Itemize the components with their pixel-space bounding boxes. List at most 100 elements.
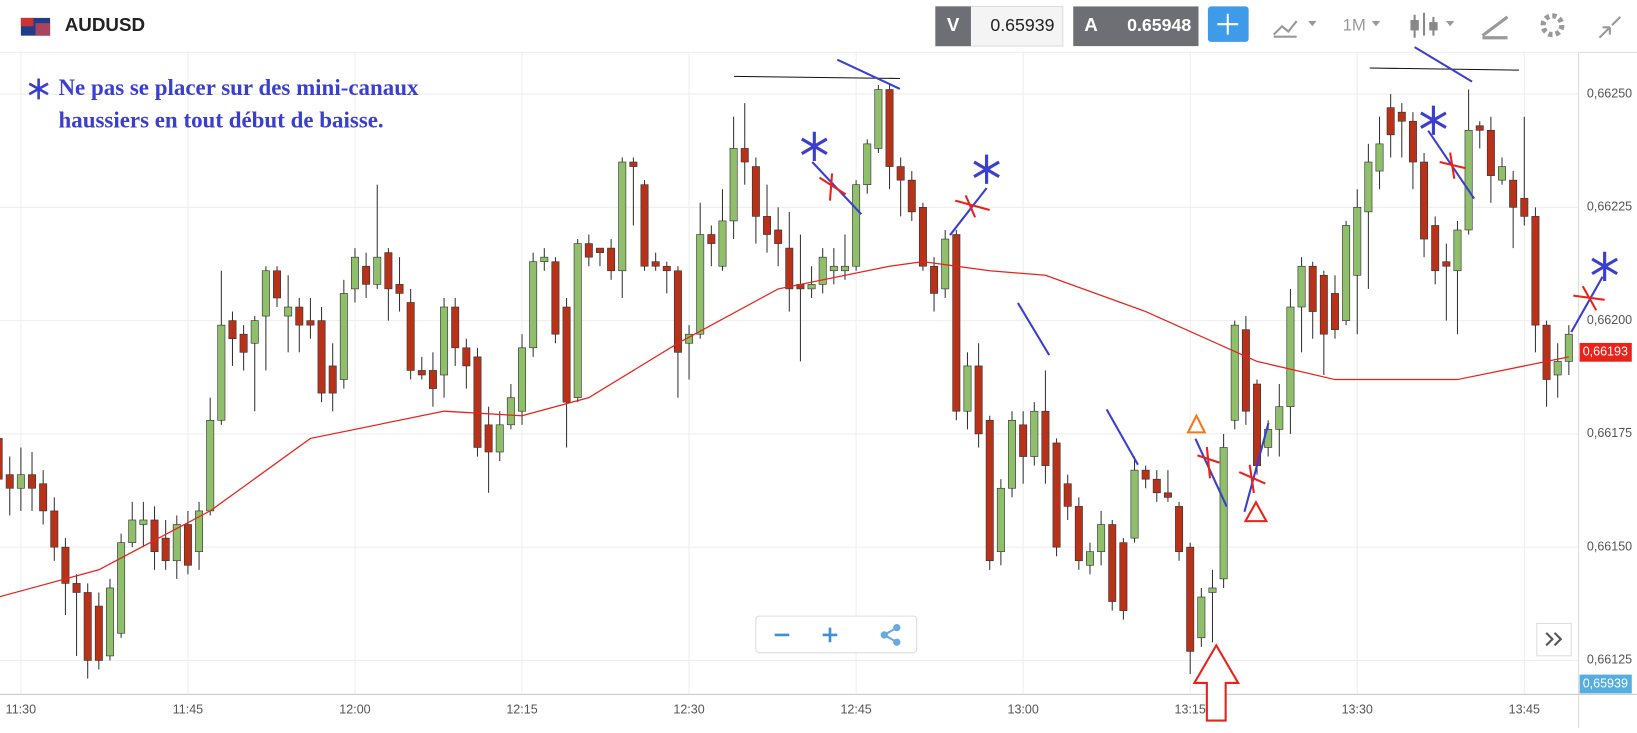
candle-body xyxy=(1030,410,1039,457)
candle-body xyxy=(1498,166,1506,181)
candle-body xyxy=(1097,524,1106,553)
candle-body xyxy=(863,143,872,185)
candle-body xyxy=(930,265,939,294)
candle-body xyxy=(195,510,204,553)
triangle-mark xyxy=(1243,500,1269,523)
candle-body xyxy=(406,302,415,371)
collapse-icon[interactable] xyxy=(1598,16,1622,39)
y-tick-label: 0,66250 xyxy=(1587,86,1632,100)
candle-body xyxy=(885,89,894,167)
candle-body xyxy=(217,324,226,421)
annotation-line: haussiers en tout début de baisse. xyxy=(58,108,383,133)
ask-price: 0.65948 xyxy=(1127,15,1191,35)
annotation: Ne pas se placer sur des mini-canaux hau… xyxy=(58,75,419,132)
candle-body xyxy=(1241,329,1250,412)
candle-body xyxy=(729,148,738,222)
draw-icon[interactable] xyxy=(1481,15,1509,40)
candle-body xyxy=(417,370,426,376)
toolbar: AUDUSD V 0.65939 A 0.65948 1M xyxy=(0,0,1637,53)
candle-body xyxy=(1553,361,1562,376)
x-tick-label: 12:00 xyxy=(339,702,370,716)
candle-body xyxy=(818,256,827,285)
candle-body xyxy=(250,320,259,344)
annotation-line: Ne pas se placer sur des mini-canaux xyxy=(58,75,419,100)
toolbar-bg xyxy=(0,0,1637,53)
candle-body xyxy=(39,483,48,512)
candle-body xyxy=(1386,107,1395,136)
bid-tag: V xyxy=(947,14,960,35)
candle-body xyxy=(1375,143,1384,172)
indicator-icon[interactable] xyxy=(1272,20,1298,38)
x-tick-label: 12:15 xyxy=(506,702,537,716)
moving-average xyxy=(0,261,1569,598)
drawings xyxy=(28,46,1618,722)
dropdown xyxy=(1445,21,1455,27)
candle-body xyxy=(150,519,159,553)
scroll-right[interactable] xyxy=(1536,622,1572,657)
candle-body xyxy=(1052,442,1061,548)
last-price-tag xyxy=(1579,342,1632,362)
candle-body xyxy=(1219,447,1228,580)
candle-body xyxy=(440,306,449,376)
candle-body xyxy=(907,179,916,213)
zoom-in[interactable] xyxy=(822,627,838,643)
candle-body xyxy=(1008,419,1016,489)
candle-body xyxy=(551,261,560,335)
candle-body xyxy=(629,161,638,167)
x-tick-label: 11:45 xyxy=(173,702,203,716)
y-tick-label: 0,66225 xyxy=(1587,200,1632,214)
candle-body xyxy=(161,537,170,562)
candle-body xyxy=(362,265,371,285)
candle-body xyxy=(1442,261,1451,267)
candle-body xyxy=(952,234,961,412)
bid-tag-bg xyxy=(935,6,971,47)
candle-body xyxy=(83,592,92,661)
candle-body xyxy=(874,89,883,149)
candle-body xyxy=(996,487,1005,553)
candle-body xyxy=(128,519,137,543)
candle-body xyxy=(172,524,181,562)
x-tick-label: 13:45 xyxy=(1509,702,1540,716)
candle-body xyxy=(1175,506,1184,553)
candle-body xyxy=(918,207,927,267)
candle-body xyxy=(1475,125,1484,131)
timeframe[interactable]: 1M xyxy=(1343,16,1366,35)
candle-body xyxy=(0,438,3,480)
candle-body xyxy=(506,397,515,426)
candle-body xyxy=(562,306,571,403)
candle-body xyxy=(1286,306,1295,408)
candle-body xyxy=(1342,225,1351,321)
plot: 0,66125 0,66150 0,66175 0,66200 0,66225 0,662… xyxy=(0,52,1637,728)
share-button[interactable] xyxy=(880,623,901,646)
settings-icon[interactable] xyxy=(1540,13,1565,38)
candle-body xyxy=(774,229,783,244)
bid-label: 0,65939 xyxy=(1583,676,1628,690)
candle-body xyxy=(852,184,861,267)
candle-body xyxy=(1520,197,1529,217)
candle-body xyxy=(1420,161,1429,240)
candle-body xyxy=(16,474,25,489)
dropdown xyxy=(1308,21,1317,27)
candle-body xyxy=(1230,324,1239,421)
x-tick-label: 12:30 xyxy=(673,702,704,716)
candle-body xyxy=(1119,542,1128,611)
arrow-mark xyxy=(1192,643,1241,722)
last-price-label: 0,66193 xyxy=(1583,345,1628,359)
candle-body xyxy=(451,306,460,349)
x-tick-label: 13:15 xyxy=(1175,702,1206,716)
candle-icon-body xyxy=(1429,22,1438,31)
candle-body xyxy=(473,356,482,448)
candle-body xyxy=(239,333,248,353)
candle-body xyxy=(673,270,682,353)
ask-box[interactable] xyxy=(1073,6,1199,47)
candle-body xyxy=(1408,120,1417,163)
bid-tag xyxy=(1579,674,1632,694)
ask-tag: A xyxy=(1084,14,1098,35)
candle-body xyxy=(841,265,849,272)
candle-body xyxy=(373,256,382,285)
candle-body xyxy=(1108,524,1117,602)
y-tick-label: 0,66200 xyxy=(1587,313,1632,327)
candle-body xyxy=(707,234,716,244)
candle-body xyxy=(495,424,504,453)
candle-body xyxy=(1141,469,1150,480)
